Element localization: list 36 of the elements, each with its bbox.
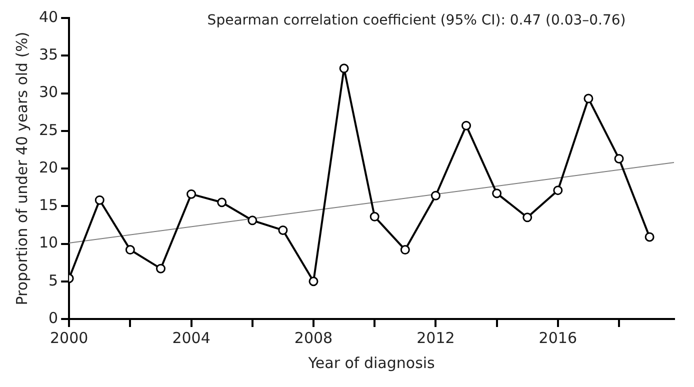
y-tick-label: 15 — [38, 196, 58, 214]
point — [125, 245, 135, 255]
point — [186, 189, 196, 199]
y-tick-label: 10 — [38, 234, 58, 252]
point — [614, 154, 624, 164]
point — [553, 186, 563, 196]
y-axis-title: Proportion of under 40 years old (%) — [12, 32, 31, 306]
x-tick-label: 2012 — [416, 328, 455, 347]
y-tick-label: 0 — [48, 308, 58, 327]
point — [217, 198, 227, 208]
y-tick-label: 20 — [38, 158, 58, 176]
point — [492, 188, 502, 198]
x-tick-label: 2004 — [172, 328, 210, 347]
point — [339, 64, 349, 74]
point — [462, 120, 471, 130]
point — [400, 245, 410, 255]
point — [584, 94, 594, 104]
y-tick-label: 30 — [38, 83, 58, 102]
x-axis-title: Year of diagnosis — [307, 354, 436, 372]
y-tick-label: 35 — [38, 46, 58, 64]
x-tick-label: 2016 — [538, 328, 577, 347]
point — [156, 264, 166, 274]
y-tick-label: 40 — [38, 8, 58, 26]
point — [644, 232, 654, 242]
point — [94, 195, 104, 205]
x-tick-label: 2008 — [294, 328, 333, 347]
point — [522, 212, 532, 222]
point — [308, 276, 318, 286]
point — [370, 212, 380, 222]
annotation: Spearman correlation coefficient (95% CI): 0.47 (0.03–0.76) — [207, 12, 626, 29]
x-tick-label: 2000 — [50, 328, 88, 347]
point — [430, 190, 440, 200]
point — [248, 216, 258, 226]
y-tick-label: 5 — [48, 271, 58, 290]
y-tick-label: 25 — [38, 120, 58, 139]
point — [278, 225, 288, 235]
